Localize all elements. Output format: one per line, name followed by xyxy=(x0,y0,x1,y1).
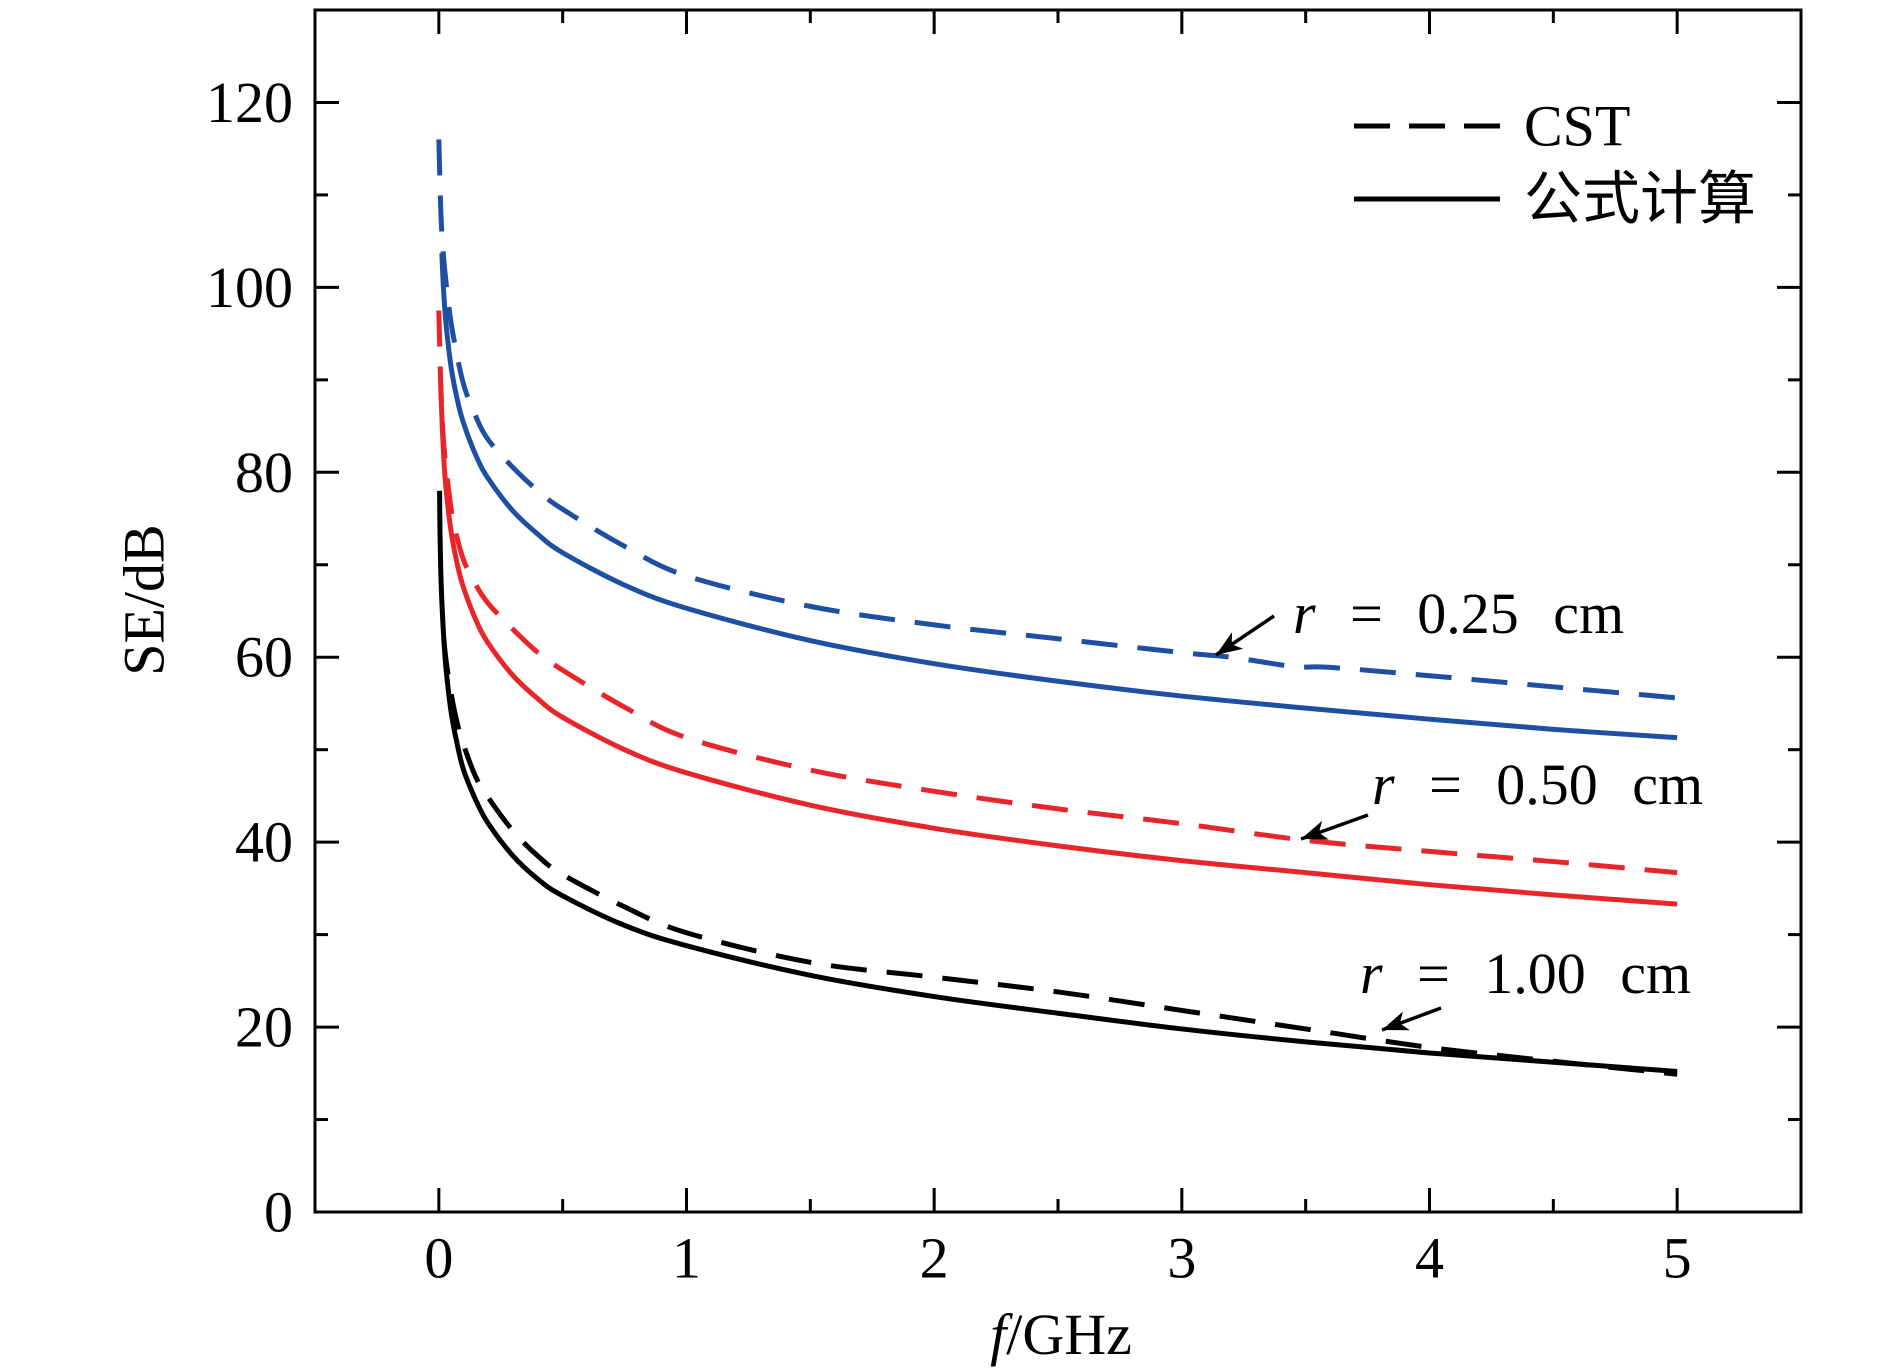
annotation-label-r-1.00: r = 1.00 cm xyxy=(1360,941,1691,1006)
plot-frame xyxy=(313,8,1803,1214)
legend-label-formula: 公式计算 xyxy=(1524,167,1756,232)
x-tick-label: 4 xyxy=(1415,1226,1444,1291)
italic-symbol: r xyxy=(1360,941,1383,1006)
annotation-label-r-0.50: r = 0.50 cm xyxy=(1372,752,1703,817)
legend: CST 公式计算 xyxy=(1354,94,1756,232)
y-tick-label: 80 xyxy=(235,440,293,505)
x-tick-label: 3 xyxy=(1167,1226,1196,1291)
y-axis-label: SE/dB xyxy=(112,524,177,676)
formula-curve-r-0.25 xyxy=(439,253,1678,741)
label-remainder: = 1.00 cm xyxy=(1383,941,1692,1006)
x-tick-label: 1 xyxy=(672,1226,701,1291)
x-tick-label: 2 xyxy=(920,1226,949,1291)
data-curves xyxy=(436,139,1678,1077)
y-tick-label: 120 xyxy=(206,70,293,135)
x-tick-label: 5 xyxy=(1663,1226,1692,1291)
italic-symbol: r xyxy=(1293,581,1316,646)
formula-curve-r-1.00 xyxy=(437,490,1678,1074)
legend-label-cst: CST xyxy=(1524,94,1630,159)
y-tick-label: 100 xyxy=(206,255,293,320)
cst-curve-r-0.25 xyxy=(436,139,1678,701)
formula-curve-r-0.50 xyxy=(438,384,1678,907)
annotations: r = 0.25 cm r = 0.50 cm r = 1.00 cm xyxy=(1215,581,1703,1032)
y-tick-label: 60 xyxy=(235,625,293,690)
y-tick-label: 20 xyxy=(235,995,293,1060)
x-axis-label: f/GHz xyxy=(990,1302,1132,1367)
annotation-label-r-0.25: r = 0.25 cm xyxy=(1293,581,1624,646)
cst-curve-r-1.00 xyxy=(441,638,1678,1077)
x-axis-tick-labels: 0 1 2 3 4 5 xyxy=(424,1226,1691,1291)
y-tick-label: 0 xyxy=(264,1180,293,1245)
annotation-arrow-r-0.50 xyxy=(1300,813,1369,841)
label-remainder: = 0.50 cm xyxy=(1395,752,1704,817)
axis-ticks xyxy=(315,10,1801,1214)
label-remainder: /GHz xyxy=(1006,1302,1132,1367)
italic-symbol: r xyxy=(1372,752,1395,817)
annotation-arrow-r-1.00 xyxy=(1381,1006,1442,1032)
annotation-arrow-r-0.25 xyxy=(1215,614,1275,657)
x-tick-label: 0 xyxy=(424,1226,453,1291)
y-tick-label: 40 xyxy=(235,810,293,875)
label-remainder: = 0.25 cm xyxy=(1316,581,1625,646)
y-axis-tick-labels: 0 20 40 60 80 100 120 xyxy=(206,70,293,1245)
